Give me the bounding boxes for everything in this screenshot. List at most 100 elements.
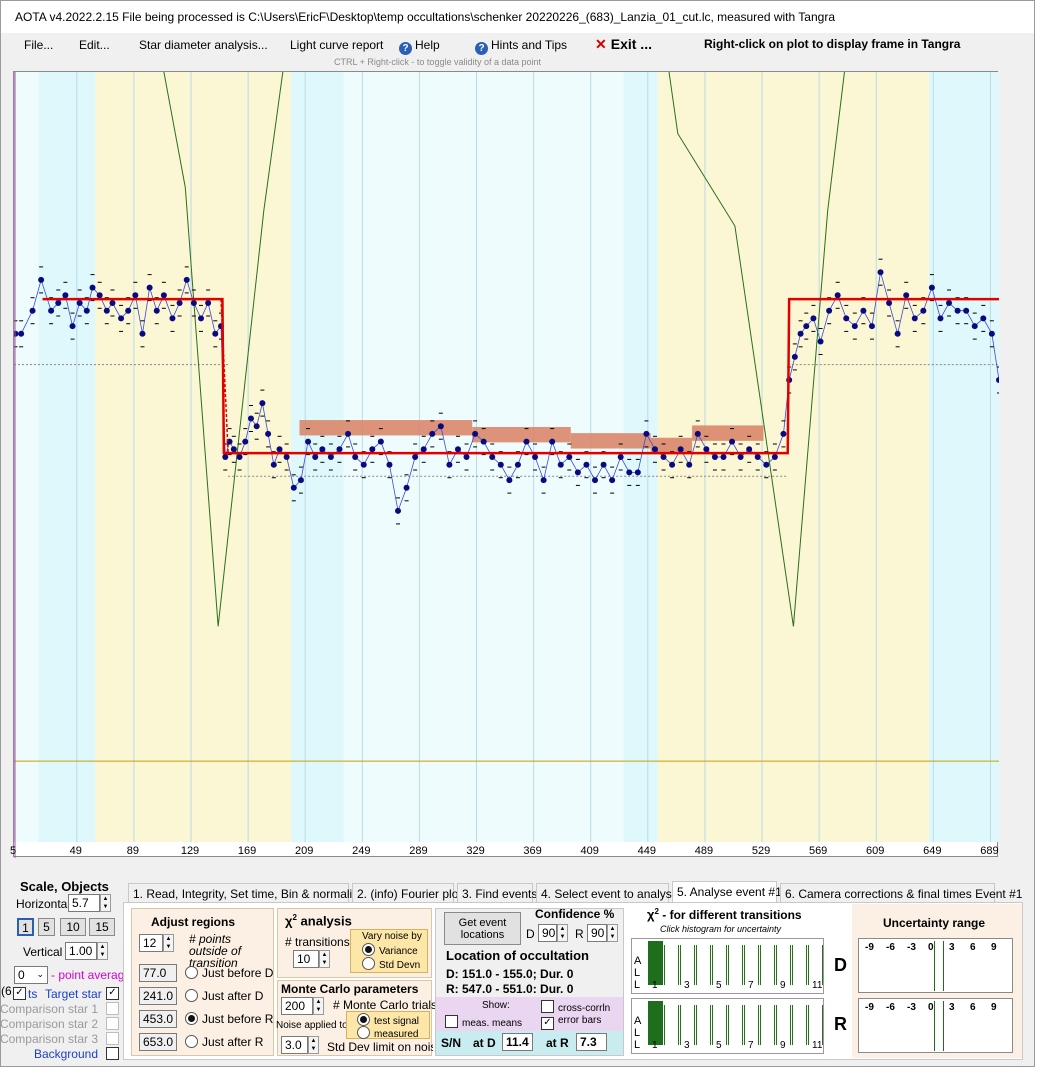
sd-limit-spinner[interactable]: ▲ ▼ bbox=[308, 1036, 319, 1054]
data-point[interactable] bbox=[860, 307, 867, 314]
measured-radio-dot[interactable] bbox=[357, 1026, 370, 1039]
tab-item[interactable]: 5. Analyse event #1 bbox=[672, 881, 782, 903]
data-point[interactable] bbox=[377, 438, 384, 445]
data-point[interactable] bbox=[834, 292, 841, 299]
test-signal-radio[interactable]: test signal bbox=[357, 1013, 419, 1027]
meas-means-box[interactable] bbox=[445, 1015, 458, 1028]
histogram-bar[interactable] bbox=[728, 1005, 743, 1045]
data-point[interactable] bbox=[771, 454, 778, 460]
data-point[interactable] bbox=[532, 454, 539, 460]
data-point[interactable] bbox=[265, 430, 272, 437]
points-outside-input[interactable]: 12 bbox=[139, 934, 163, 952]
tab-item[interactable]: 3. Find events bbox=[457, 883, 537, 903]
data-point[interactable] bbox=[103, 307, 110, 314]
data-point[interactable] bbox=[327, 454, 334, 460]
histogram-bar[interactable] bbox=[776, 945, 791, 985]
data-point[interactable] bbox=[817, 338, 824, 345]
adjust-row-value[interactable]: 653.0 bbox=[139, 1033, 177, 1051]
data-point[interactable] bbox=[429, 430, 436, 437]
data-point[interactable] bbox=[763, 461, 770, 468]
cross-corrln-box[interactable] bbox=[541, 1000, 554, 1013]
test-signal-radio-dot[interactable] bbox=[357, 1013, 370, 1026]
data-point[interactable] bbox=[420, 446, 427, 453]
adjust-row-radio[interactable]: Just after D bbox=[185, 989, 263, 1003]
data-point[interactable] bbox=[463, 454, 470, 460]
data-point[interactable] bbox=[69, 323, 76, 330]
monte-carlo-trials-spinner[interactable]: ▲ ▼ bbox=[313, 997, 324, 1015]
measured-radio[interactable]: measured bbox=[357, 1026, 418, 1040]
data-point[interactable] bbox=[729, 438, 736, 445]
data-point[interactable] bbox=[711, 454, 718, 460]
series-checkbox[interactable]: ✓ bbox=[106, 987, 119, 1000]
adjust-row-radio-dot[interactable] bbox=[185, 966, 198, 979]
conf-r-input[interactable]: 90 bbox=[587, 924, 607, 942]
data-point[interactable] bbox=[125, 307, 132, 314]
point-average-select[interactable]: 0 ⌄ bbox=[14, 966, 48, 984]
scale-preset-button[interactable]: 1 bbox=[17, 918, 34, 936]
horizontal-scale-input[interactable]: 5.7 bbox=[68, 894, 100, 912]
data-point[interactable] bbox=[669, 461, 676, 468]
data-point[interactable] bbox=[109, 300, 116, 306]
data-point[interactable] bbox=[386, 461, 393, 468]
series-checkbox-left[interactable]: ✓ bbox=[13, 987, 26, 1000]
data-point[interactable] bbox=[583, 461, 590, 468]
data-point[interactable] bbox=[395, 507, 402, 514]
data-point[interactable] bbox=[851, 323, 858, 330]
histogram-bar[interactable] bbox=[680, 1005, 695, 1045]
menu-exit[interactable]: ✕ Exit ... bbox=[595, 36, 652, 53]
conf-r-spinner[interactable]: ▲ ▼ bbox=[607, 924, 618, 942]
scale-preset-button[interactable]: 10 bbox=[60, 918, 86, 936]
adjust-row-value[interactable]: 241.0 bbox=[139, 987, 177, 1005]
data-point[interactable] bbox=[791, 353, 798, 360]
tab-item[interactable]: 6. Camera corrections & final times Even… bbox=[780, 883, 1022, 903]
histogram-bar[interactable] bbox=[792, 1005, 807, 1045]
histogram-bar[interactable] bbox=[792, 945, 807, 985]
data-point[interactable] bbox=[146, 284, 153, 291]
data-point[interactable] bbox=[489, 454, 496, 460]
data-point[interactable] bbox=[506, 477, 513, 484]
data-point[interactable] bbox=[810, 315, 817, 322]
data-point[interactable] bbox=[153, 307, 160, 314]
data-point[interactable] bbox=[797, 330, 804, 337]
data-point[interactable] bbox=[920, 307, 927, 314]
data-point[interactable] bbox=[290, 484, 297, 491]
data-point[interactable] bbox=[549, 438, 556, 445]
series-checkbox[interactable] bbox=[106, 1002, 119, 1015]
histogram-bar[interactable] bbox=[712, 1005, 727, 1045]
data-point[interactable] bbox=[694, 430, 701, 437]
histogram-bar[interactable] bbox=[776, 1005, 791, 1045]
variance-radio[interactable]: Variance bbox=[362, 943, 418, 957]
data-point[interactable] bbox=[205, 300, 212, 306]
adjust-row-value[interactable]: 77.0 bbox=[139, 964, 177, 982]
histogram-bar[interactable] bbox=[648, 1001, 663, 1045]
data-point[interactable] bbox=[297, 477, 304, 484]
variance-radio-dot[interactable] bbox=[362, 943, 375, 956]
scale-preset-button[interactable]: 15 bbox=[89, 918, 115, 936]
data-point[interactable] bbox=[540, 477, 547, 484]
menu-star-diameter[interactable]: Star diameter analysis... bbox=[139, 38, 268, 52]
data-point[interactable] bbox=[703, 446, 710, 453]
data-point[interactable] bbox=[242, 438, 249, 445]
light-curve-plot[interactable] bbox=[13, 71, 999, 858]
data-point[interactable] bbox=[843, 315, 850, 322]
data-point[interactable] bbox=[412, 454, 419, 460]
data-point[interactable] bbox=[230, 446, 237, 453]
data-point[interactable] bbox=[480, 438, 487, 445]
data-point[interactable] bbox=[352, 454, 359, 460]
data-point[interactable] bbox=[253, 423, 260, 430]
conf-d-input[interactable]: 90 bbox=[538, 924, 557, 942]
transitions-input[interactable]: 10 bbox=[293, 950, 319, 968]
adjust-row-radio-dot[interactable] bbox=[185, 989, 198, 1002]
data-point[interactable] bbox=[55, 300, 62, 306]
menu-light-curve-report[interactable]: Light curve report bbox=[290, 38, 384, 52]
horizontal-spinner[interactable]: ▲ ▼ bbox=[100, 894, 111, 912]
data-point[interactable] bbox=[345, 430, 352, 437]
data-point[interactable] bbox=[437, 423, 444, 430]
cross-corrln-checkbox[interactable]: cross-corrln bbox=[541, 1000, 610, 1014]
series-checkbox[interactable] bbox=[106, 1032, 119, 1045]
histogram-bar[interactable] bbox=[808, 945, 823, 985]
adjust-row-radio[interactable]: Just before R bbox=[185, 1012, 273, 1026]
data-point[interactable] bbox=[96, 292, 103, 299]
data-point[interactable] bbox=[283, 454, 290, 460]
histogram-bar[interactable] bbox=[744, 945, 759, 985]
